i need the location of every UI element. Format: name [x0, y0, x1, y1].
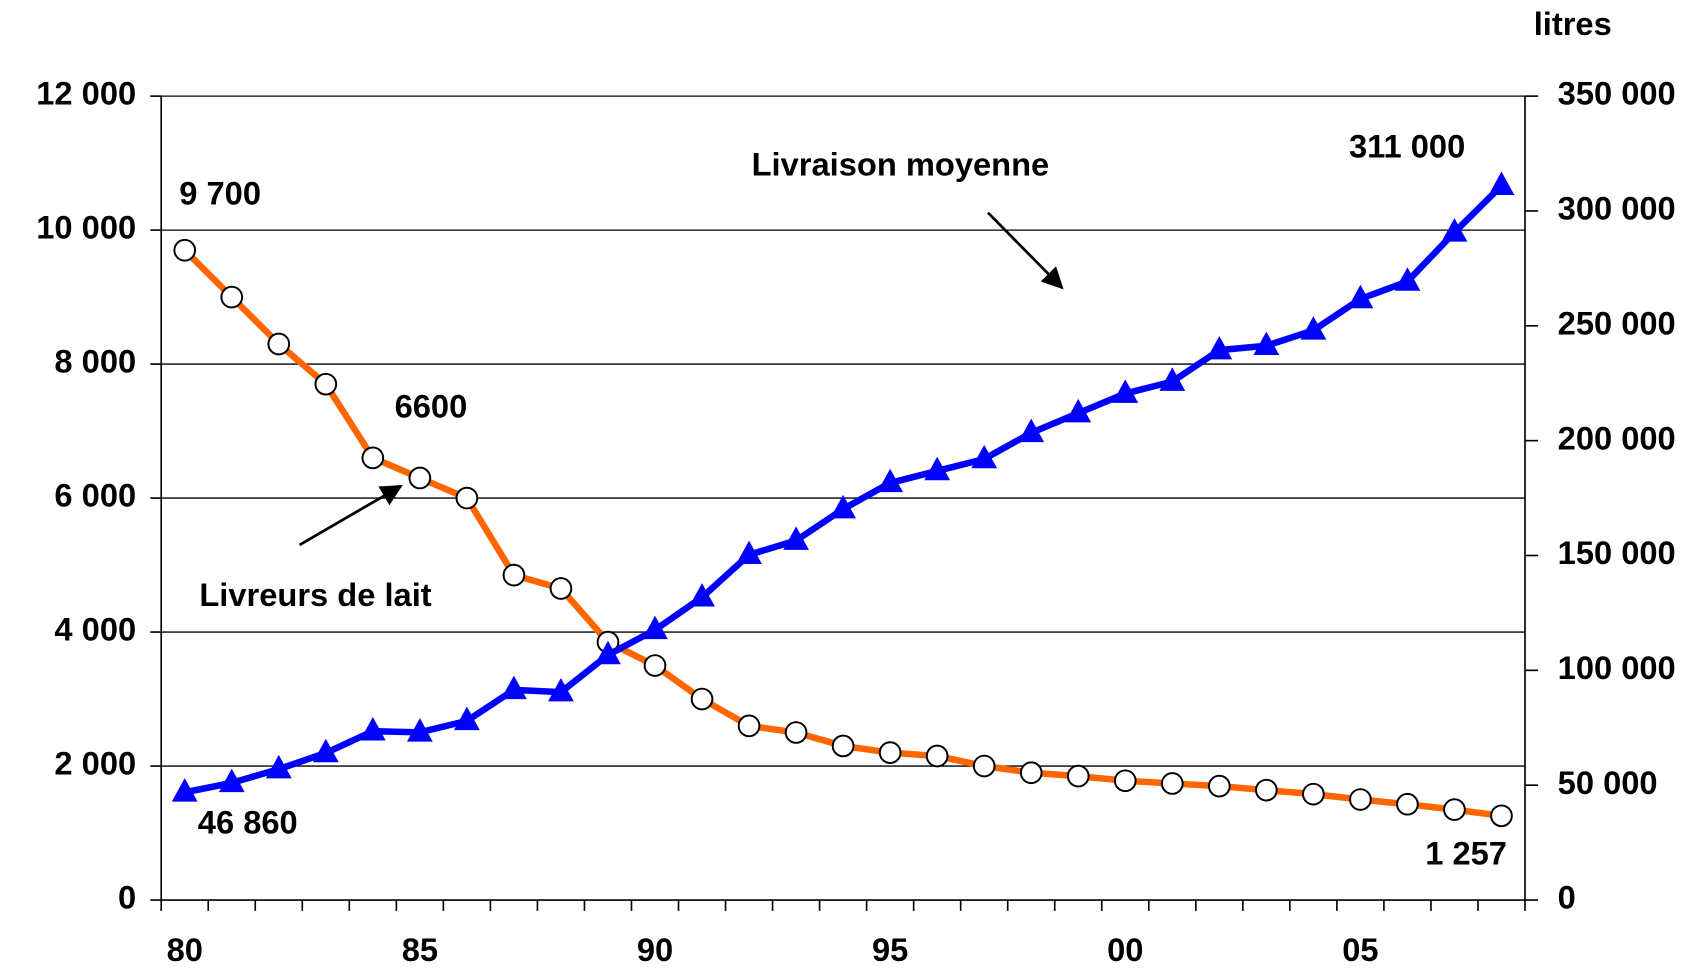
marker — [737, 714, 761, 738]
data-label: 6600 — [395, 387, 468, 424]
y2-tick-label: 150 000 — [1558, 534, 1676, 571]
marker — [784, 721, 808, 744]
marker — [1113, 769, 1137, 793]
marker — [690, 687, 714, 711]
series-label: Livraison moyenne — [752, 146, 1050, 183]
marker — [783, 526, 809, 550]
marker — [1065, 398, 1092, 423]
marker — [971, 444, 998, 469]
x-tick-label: 00 — [1107, 931, 1143, 968]
series-label: Livreurs de lait — [199, 576, 431, 613]
y2-axis-label: litres — [1534, 5, 1612, 42]
marker — [595, 640, 621, 665]
marker — [1490, 804, 1513, 828]
marker — [265, 754, 292, 779]
marker — [267, 332, 291, 356]
series-line — [184, 183, 1504, 796]
marker — [1255, 778, 1278, 802]
marker — [1441, 218, 1468, 242]
marker — [1394, 267, 1421, 291]
marker — [1160, 772, 1184, 795]
y-tick-label: 2 000 — [54, 745, 136, 782]
x-tick-label: 85 — [402, 931, 438, 968]
marker — [1488, 171, 1515, 195]
x-tick-label: 05 — [1342, 931, 1378, 968]
marker — [171, 778, 198, 802]
y2-tick-label: 50 000 — [1558, 764, 1658, 801]
marker — [925, 744, 949, 768]
marker — [1066, 764, 1090, 788]
marker — [1347, 284, 1374, 309]
marker — [736, 540, 762, 565]
x-tick-label: 90 — [637, 931, 673, 968]
marker — [1302, 782, 1325, 806]
marker — [1159, 367, 1186, 391]
y-tick-label: 8 000 — [54, 343, 136, 380]
marker — [689, 583, 715, 607]
marker — [878, 741, 902, 764]
marker — [501, 675, 527, 700]
data-label: 1 257 — [1425, 835, 1507, 872]
marker — [1207, 774, 1231, 798]
marker — [1206, 335, 1233, 360]
marker — [218, 768, 245, 793]
marker — [1253, 331, 1280, 356]
y-tick-label: 6 000 — [54, 477, 136, 514]
marker — [549, 577, 573, 600]
marker — [972, 754, 996, 778]
marker — [831, 734, 855, 758]
marker — [1112, 379, 1139, 403]
marker — [924, 456, 951, 481]
marker — [1396, 792, 1419, 816]
marker — [408, 466, 432, 490]
marker — [455, 486, 479, 510]
marker — [1018, 418, 1045, 443]
x-tick-label: 80 — [167, 931, 203, 968]
marker — [643, 654, 667, 677]
marker — [359, 716, 386, 741]
y-tick-label: 12 000 — [36, 75, 136, 112]
marker — [877, 468, 904, 493]
annotation-arrow — [987, 211, 1064, 290]
annotation-arrow — [298, 484, 403, 547]
marker — [220, 285, 244, 309]
y2-tick-label: 100 000 — [1558, 649, 1676, 686]
marker — [1349, 788, 1372, 811]
marker — [453, 706, 480, 731]
marker — [548, 677, 574, 702]
marker — [406, 718, 433, 742]
data-label: 9 700 — [179, 174, 261, 211]
y2-tick-label: 200 000 — [1558, 419, 1676, 456]
marker — [502, 563, 526, 587]
marker — [1443, 798, 1466, 821]
marker — [1300, 316, 1327, 340]
y2-tick-label: 250 000 — [1558, 304, 1676, 341]
y-tick-label: 10 000 — [36, 209, 136, 246]
marker — [361, 446, 385, 470]
x-tick-label: 95 — [872, 931, 908, 968]
marker — [173, 238, 197, 262]
y2-tick-label: 350 000 — [1558, 75, 1676, 112]
y2-tick-label: 300 000 — [1558, 190, 1676, 227]
marker — [1019, 761, 1043, 785]
data-label: 46 860 — [198, 804, 298, 841]
data-label: 311 000 — [1349, 127, 1465, 164]
y2-tick-label: 0 — [1558, 879, 1576, 916]
y-tick-label: 0 — [118, 879, 136, 916]
marker — [314, 372, 338, 396]
marker — [312, 738, 339, 763]
marker — [642, 615, 668, 640]
marker — [830, 494, 857, 519]
y-tick-label: 4 000 — [54, 611, 136, 648]
